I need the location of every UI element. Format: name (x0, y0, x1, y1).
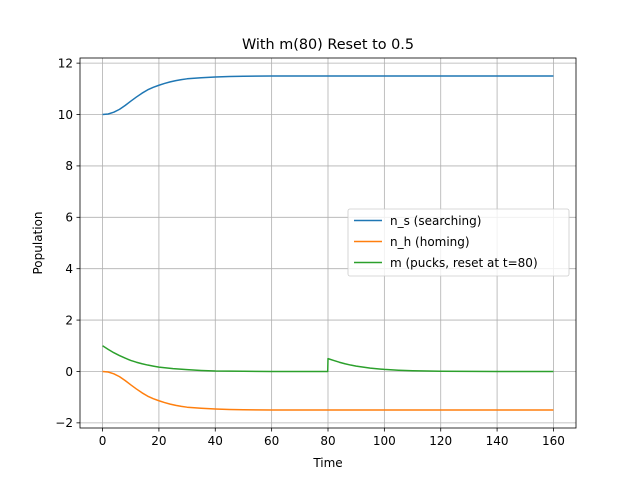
y-tick-label: 2 (65, 313, 73, 327)
y-tick-label: 12 (58, 56, 73, 70)
legend-label: n_s (searching) (390, 214, 481, 228)
chart-title: With m(80) Reset to 0.5 (242, 37, 414, 53)
series-line-1 (102, 75, 554, 116)
legend-label: m (pucks, reset at t=80) (390, 256, 538, 270)
y-tick-label: 8 (65, 159, 73, 173)
series-lines (102, 75, 554, 411)
y-tick-label: 10 (58, 108, 73, 122)
x-tick-label: 120 (429, 434, 452, 448)
x-axis-title: Time (312, 456, 342, 470)
y-tick-label: 4 (65, 262, 73, 276)
axis-ticks: 0 20 40 60 80 100 120 140 160 −2 0 2 4 6 8 10 12 (55, 56, 565, 448)
legend: n_s (searching) n_h (homing) m (pucks, res… (347, 208, 570, 277)
x-tick-label: 100 (373, 434, 396, 448)
series-line-3 (102, 345, 554, 373)
y-tick-label: −2 (55, 416, 73, 430)
y-tick-label: 0 (65, 365, 73, 379)
legend-box (347, 208, 570, 277)
legend-label: n_h (homing) (390, 235, 470, 249)
x-tick-label: 20 (151, 434, 166, 448)
y-axis-title: Population (31, 211, 45, 274)
x-tick-label: 40 (208, 434, 223, 448)
y-tick-label: 6 (65, 211, 73, 225)
series-line-2 (102, 370, 554, 411)
x-tick-label: 160 (542, 434, 565, 448)
x-tick-label: 0 (99, 434, 107, 448)
x-tick-label: 80 (320, 434, 335, 448)
x-tick-label: 140 (486, 434, 509, 448)
x-tick-label: 60 (264, 434, 279, 448)
